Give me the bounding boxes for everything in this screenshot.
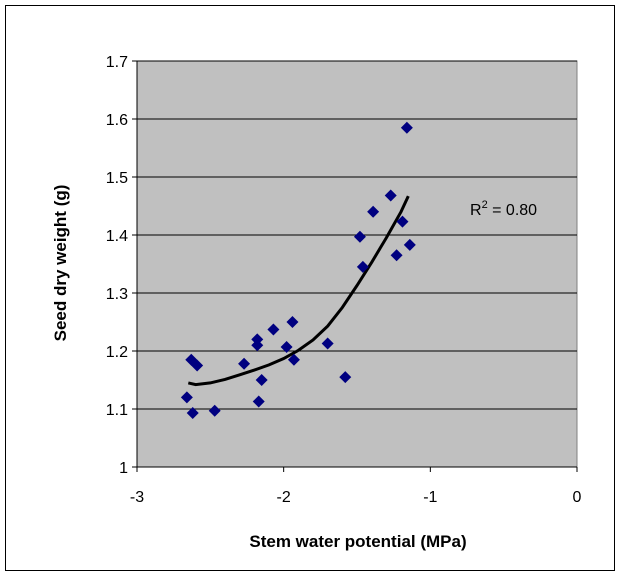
data-point xyxy=(238,357,251,370)
y-tick-label: 1.3 xyxy=(106,286,128,303)
plot-layer: 1 1.1 1.2 1.3 1.4 1.5 1.6 1.7 -3 -2 -1 0 xyxy=(106,54,582,506)
data-point xyxy=(339,371,352,384)
data-point xyxy=(353,230,366,243)
data-point xyxy=(208,404,221,417)
data-point xyxy=(280,340,293,353)
x-tick-label: -1 xyxy=(423,489,437,506)
data-point xyxy=(287,353,300,366)
data-point xyxy=(400,121,413,134)
data-point xyxy=(255,374,268,386)
r-squared-superscript: 2 xyxy=(482,199,488,211)
x-tick-label: -2 xyxy=(277,489,291,506)
data-point xyxy=(384,189,397,202)
data-point xyxy=(396,215,409,228)
x-tick-label: -3 xyxy=(130,489,144,506)
y-tick-label: 1.2 xyxy=(106,344,128,361)
data-point xyxy=(356,260,369,273)
y-tick-label: 1.5 xyxy=(106,170,128,187)
data-point xyxy=(321,337,334,350)
data-point xyxy=(251,333,264,346)
r-squared-prefix: R xyxy=(470,202,482,219)
data-point xyxy=(191,359,204,372)
data-point xyxy=(267,323,280,336)
data-point xyxy=(186,407,199,420)
x-axis-title: Stem water potential (MPa) xyxy=(249,532,466,551)
data-point xyxy=(403,238,416,251)
data-point xyxy=(367,205,380,218)
y-tick-label: 1.6 xyxy=(106,112,128,129)
r-squared-value: = 0.80 xyxy=(488,202,537,219)
plot-area xyxy=(136,60,578,468)
trendline xyxy=(187,195,410,387)
y-tick-label: 1 xyxy=(119,460,128,477)
data-point xyxy=(252,395,265,408)
y-axis-title: Seed dry weight (g) xyxy=(51,185,70,342)
data-point xyxy=(286,316,299,328)
y-tick-label: 1.1 xyxy=(106,402,128,419)
y-tick-label: 1.7 xyxy=(106,54,128,71)
y-tick-label: 1.4 xyxy=(106,228,128,245)
r-squared-annotation: R2 = 0.80 xyxy=(470,199,537,219)
data-point xyxy=(390,249,403,262)
x-tick-label: 0 xyxy=(573,489,582,506)
data-point xyxy=(180,391,193,404)
